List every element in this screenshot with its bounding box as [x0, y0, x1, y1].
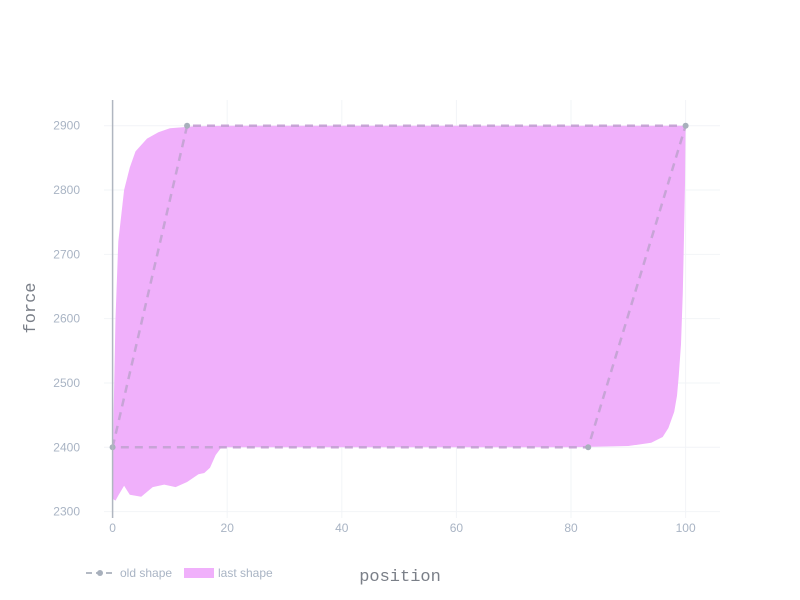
- old-shape-marker-1: [184, 122, 191, 129]
- y-tick-labels: 2300 2400 2500 2600 2700 2800 2900: [53, 119, 80, 519]
- y-tick-label-2400: 2400: [53, 440, 80, 454]
- legend-item-last-shape[interactable]: last shape: [184, 566, 273, 580]
- y-tick-label-2800: 2800: [53, 183, 80, 197]
- y-tick-label-2300: 2300: [53, 505, 80, 519]
- y-tick-label-2700: 2700: [53, 247, 80, 261]
- x-tick-label-0: 0: [109, 521, 116, 535]
- x-tick-label-60: 60: [450, 521, 464, 535]
- legend: old shape last shape: [86, 566, 273, 580]
- last-shape-fill: [112, 125, 686, 501]
- legend-item-old-shape[interactable]: old shape: [86, 566, 172, 580]
- y-tick-label-2900: 2900: [53, 119, 80, 133]
- x-tick-label-100: 100: [676, 521, 696, 535]
- old-shape-marker-3: [585, 444, 592, 451]
- x-tick-labels: 0 20 40 60 80 100: [109, 521, 696, 535]
- legend-last-shape-swatch: [184, 568, 214, 578]
- y-tick-label-2600: 2600: [53, 312, 80, 326]
- x-tick-label-20: 20: [221, 521, 235, 535]
- legend-old-shape-label: old shape: [120, 566, 172, 580]
- x-axis-title: position: [359, 568, 441, 587]
- x-tick-label-80: 80: [564, 521, 578, 535]
- old-shape-marker-2: [682, 122, 689, 129]
- legend-old-shape-marker: [97, 570, 103, 576]
- last-shape-area: [112, 125, 686, 501]
- x-tick-label-40: 40: [335, 521, 349, 535]
- y-axis-title: force: [22, 282, 41, 333]
- y-tick-label-2500: 2500: [53, 376, 80, 390]
- legend-last-shape-label: last shape: [218, 566, 273, 580]
